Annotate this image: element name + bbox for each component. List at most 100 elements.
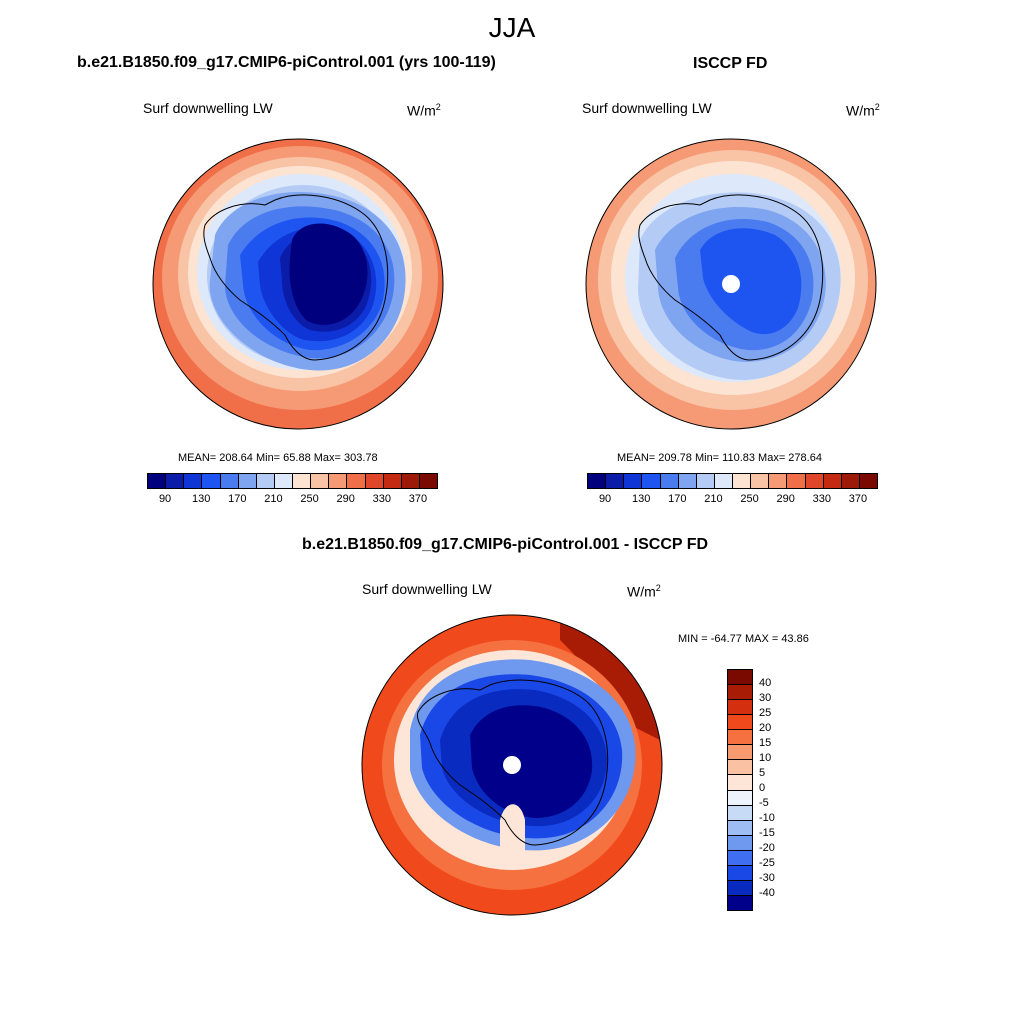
colorbar-3-tick-label: 10 <box>759 752 772 764</box>
colorbar-1-tick-label: 330 <box>372 493 391 505</box>
colorbar-1-segment <box>347 474 366 488</box>
colorbar-1-segment <box>329 474 348 488</box>
colorbar-3-tick-label: 25 <box>759 707 772 719</box>
colorbar-3-segment <box>728 835 752 851</box>
colorbar-1-tick-label: 290 <box>336 493 355 505</box>
colorbar-2-tick-label: 170 <box>668 493 687 505</box>
colorbar-3-tick-label: -40 <box>759 887 775 899</box>
colorbar-2-segment <box>696 474 715 488</box>
colorbar-3-segment <box>728 715 752 731</box>
colorbar-1-segment <box>365 474 384 488</box>
colorbar-2-segment <box>606 474 625 488</box>
colorbar-2 <box>587 473 878 489</box>
panel-2-units: W/m2 <box>846 102 880 119</box>
colorbar-2-segment <box>841 474 860 488</box>
colorbar-3-tick-label: 15 <box>759 737 772 749</box>
panel-1-units: W/m2 <box>407 102 441 119</box>
panel-3-heading: b.e21.B1850.f09_g17.CMIP6-piControl.001 … <box>302 536 709 553</box>
panel-1-heading: b.e21.B1850.f09_g17.CMIP6-piControl.001 … <box>77 54 496 71</box>
colorbar-2-segment <box>714 474 733 488</box>
colorbar-2-tick-label: 330 <box>812 493 831 505</box>
colorbar-3-segment <box>728 760 752 776</box>
colorbar-3-tick-label: 5 <box>759 767 766 779</box>
colorbar-2-segment <box>823 474 842 488</box>
map-3 <box>362 615 662 915</box>
panel-3-variable: Surf downwelling LW <box>362 581 492 597</box>
colorbar-3-segment <box>728 895 752 910</box>
colorbar-3-segment <box>728 775 752 791</box>
colorbar-1-segment <box>401 474 420 488</box>
colorbar-1-segment <box>419 474 437 488</box>
map-1 <box>153 139 443 429</box>
colorbar-1-tick-label: 250 <box>300 493 319 505</box>
colorbar-2-tick-label: 250 <box>740 493 759 505</box>
colorbar-2-segment <box>660 474 679 488</box>
colorbar-1-tick-label: 210 <box>264 493 283 505</box>
colorbar-3-tick-label: -15 <box>759 827 775 839</box>
colorbar-1-segment <box>166 474 185 488</box>
colorbar-2-tick-label: 210 <box>704 493 723 505</box>
map-2-border <box>585 138 877 430</box>
colorbar-2-segment <box>678 474 697 488</box>
colorbar-1 <box>147 473 438 489</box>
colorbar-1-segment <box>202 474 221 488</box>
colorbar-2-tick-label: 90 <box>598 493 612 505</box>
colorbar-1-segment <box>148 474 167 488</box>
colorbar-1-segment <box>238 474 257 488</box>
colorbar-2-segment <box>751 474 770 488</box>
colorbar-3-tick-label: 0 <box>759 782 766 794</box>
colorbar-3-tick-label: 40 <box>759 677 772 689</box>
colorbar-3-segment <box>728 820 752 836</box>
colorbar-2-segment <box>624 474 643 488</box>
colorbar-2-tick-label: 290 <box>776 493 795 505</box>
panel-1-variable: Surf downwelling LW <box>143 100 273 116</box>
colorbar-3-segment <box>728 700 752 716</box>
colorbar-3-tick-label: 30 <box>759 692 772 704</box>
colorbar-2-tick-label: 370 <box>848 493 868 505</box>
colorbar-3 <box>727 669 753 911</box>
colorbar-2-segment <box>733 474 752 488</box>
map-2 <box>586 139 876 429</box>
colorbar-3-tick-label: -25 <box>759 857 775 869</box>
colorbar-1-segment <box>311 474 330 488</box>
panel-2-variable: Surf downwelling LW <box>582 100 712 116</box>
colorbar-1-segment <box>256 474 275 488</box>
colorbar-1-segment <box>293 474 312 488</box>
colorbar-3-segment <box>728 745 752 761</box>
colorbar-3-tick-label: -5 <box>759 797 769 809</box>
colorbar-3-segment <box>728 865 752 881</box>
panel-1-stats: MEAN= 208.64 Min= 65.88 Max= 303.78 <box>178 452 378 464</box>
colorbar-3-segment <box>728 790 752 806</box>
colorbar-1-segment <box>220 474 239 488</box>
colorbar-2-segment <box>787 474 806 488</box>
colorbar-2-segment <box>642 474 661 488</box>
colorbar-3-segment <box>728 880 752 896</box>
colorbar-3-segment <box>728 670 752 686</box>
colorbar-1-tick-label: 170 <box>228 493 247 505</box>
colorbar-3-tick-label: -10 <box>759 812 775 824</box>
colorbar-3-tick-label: -30 <box>759 872 775 884</box>
colorbar-2-tick-label: 130 <box>632 493 651 505</box>
colorbar-1-segment <box>184 474 203 488</box>
panel-2-stats: MEAN= 209.78 Min= 110.83 Max= 278.64 <box>617 452 822 464</box>
map-3-border <box>361 614 663 916</box>
colorbar-2-segment <box>805 474 824 488</box>
panel-3-units: W/m2 <box>627 583 661 600</box>
colorbar-1-tick-label: 370 <box>408 493 428 505</box>
panel-2-heading: ISCCP FD <box>693 55 768 72</box>
colorbar-1-tick-label: 130 <box>192 493 211 505</box>
colorbar-1-segment <box>383 474 402 488</box>
colorbar-1-segment <box>274 474 293 488</box>
colorbar-1-tick-label: 90 <box>158 493 172 505</box>
colorbar-2-segment <box>859 474 877 488</box>
colorbar-3-segment <box>728 730 752 746</box>
panel-3-stats: MIN = -64.77 MAX = 43.86 <box>678 633 809 645</box>
figure-title: JJA <box>488 12 536 43</box>
map-1-border <box>152 138 444 430</box>
colorbar-3-segment <box>728 805 752 821</box>
colorbar-2-segment <box>769 474 788 488</box>
colorbar-2-segment <box>588 474 607 488</box>
colorbar-3-tick-label: 20 <box>759 722 772 734</box>
colorbar-3-tick-label: -20 <box>759 842 775 854</box>
